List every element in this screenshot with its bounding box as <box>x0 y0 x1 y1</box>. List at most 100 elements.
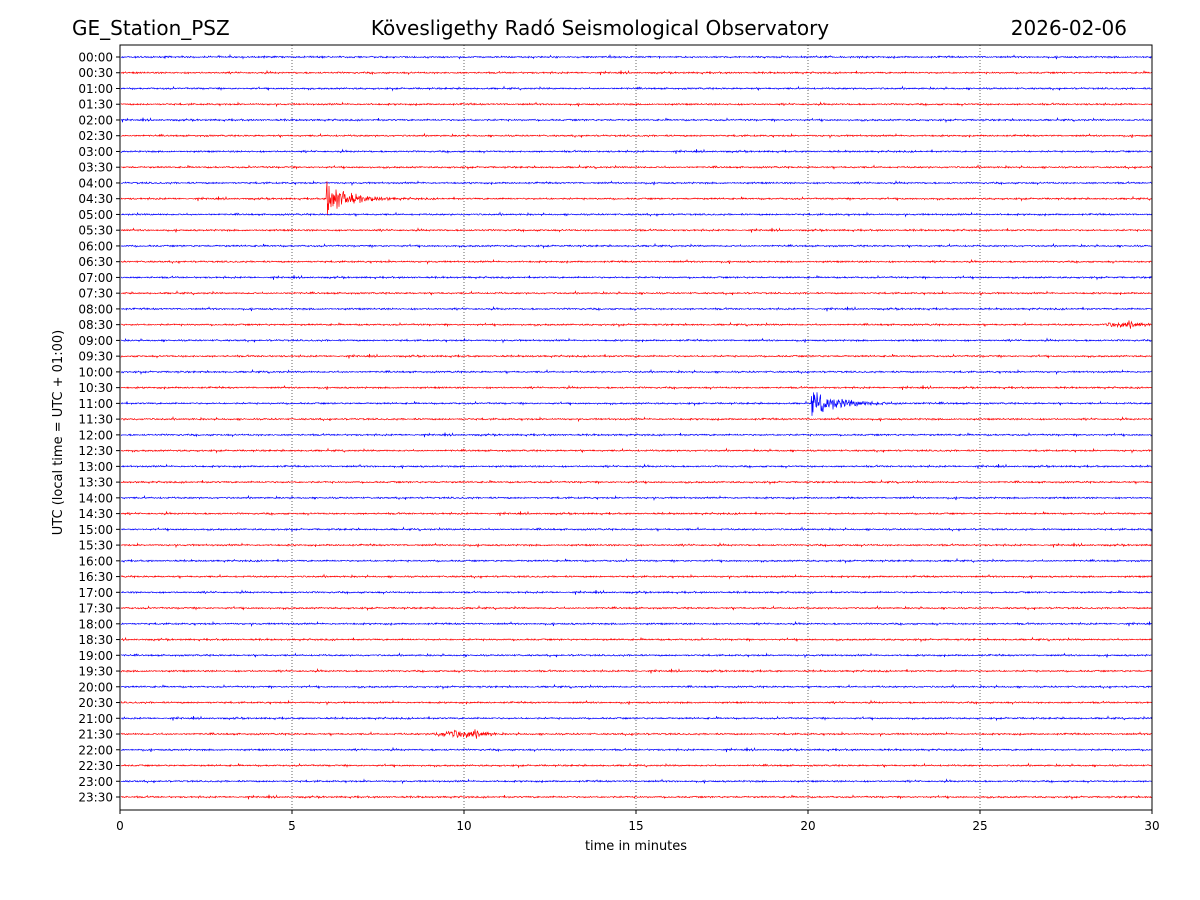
trace-1130 <box>120 416 1153 423</box>
station-title: GE_Station_PSZ <box>72 16 230 40</box>
trace-2130 <box>120 729 1153 739</box>
trace-2000 <box>120 683 1153 690</box>
trace-0030 <box>120 69 1153 76</box>
y-tick-label: 11:30 <box>78 413 113 427</box>
y-tick-label: 19:00 <box>78 649 113 663</box>
y-tick-label: 00:30 <box>78 66 113 80</box>
y-tick-label: 03:00 <box>78 145 113 159</box>
y-tick-label: 21:00 <box>78 712 113 726</box>
y-tick-label: 18:30 <box>78 633 113 647</box>
y-tick-label: 12:30 <box>78 444 113 458</box>
y-tick-label: 08:00 <box>78 302 113 316</box>
y-tick-label: 16:30 <box>78 570 113 584</box>
y-tick-label: 03:30 <box>78 161 113 175</box>
y-tick-label: 12:00 <box>78 428 113 442</box>
trace-1230 <box>120 447 1153 454</box>
x-tick-label: 20 <box>800 819 815 833</box>
y-tick-label: 07:30 <box>78 287 113 301</box>
y-tick-label: 10:00 <box>78 365 113 379</box>
trace-1100 <box>120 392 1153 416</box>
y-tick-label: 02:30 <box>78 129 113 143</box>
y-tick-label: 11:00 <box>78 397 113 411</box>
trace-0130 <box>120 101 1153 108</box>
y-tick-label: 06:00 <box>78 239 113 253</box>
y-tick-label: 10:30 <box>78 381 113 395</box>
trace-0500 <box>120 211 1153 218</box>
trace-1930 <box>120 668 1153 674</box>
y-tick-label: 17:00 <box>78 586 113 600</box>
y-tick-label: 20:30 <box>78 696 113 710</box>
y-tick-label: 18:00 <box>78 617 113 631</box>
y-tick-label: 04:00 <box>78 176 113 190</box>
trace-1530 <box>120 542 1153 549</box>
trace-2100 <box>120 715 1153 722</box>
trace-1730 <box>120 604 1153 612</box>
y-tick-label: 20:00 <box>78 680 113 694</box>
y-tick-label: 00:00 <box>78 51 113 65</box>
trace-0730 <box>120 290 1153 297</box>
y-tick-label: 14:00 <box>78 491 113 505</box>
trace-2300 <box>120 778 1153 785</box>
y-tick-label: 05:30 <box>78 224 113 238</box>
y-tick-label: 02:00 <box>78 113 113 127</box>
trace-0700 <box>120 274 1153 281</box>
trace-2330 <box>120 794 1153 801</box>
trace-1630 <box>120 573 1153 580</box>
y-tick-label: 13:00 <box>78 460 113 474</box>
y-tick-label: 13:30 <box>78 476 113 490</box>
y-tick-label: 22:00 <box>78 743 113 757</box>
y-tick-label: 21:30 <box>78 728 113 742</box>
trace-0300 <box>120 148 1153 154</box>
trace-0900 <box>120 337 1153 344</box>
y-tick-label: 22:30 <box>78 759 113 773</box>
y-tick-label: 23:30 <box>78 791 113 805</box>
trace-1000 <box>120 368 1153 376</box>
trace-0930 <box>120 353 1153 359</box>
y-tick-label: 08:30 <box>78 318 113 332</box>
trace-1830 <box>120 636 1153 643</box>
trace-0430 <box>120 181 1153 216</box>
x-tick-label: 25 <box>972 819 987 833</box>
trace-1330 <box>120 479 1153 486</box>
x-tick-label: 5 <box>288 819 296 833</box>
y-tick-label: 19:30 <box>78 665 113 679</box>
trace-1030 <box>120 384 1153 391</box>
trace-0000 <box>120 53 1153 60</box>
trace-0200 <box>120 116 1153 124</box>
y-tick-label: 16:00 <box>78 554 113 568</box>
y-tick-label: 01:00 <box>78 82 113 96</box>
y-tick-label: 23:00 <box>78 775 113 789</box>
y-tick-label: 07:00 <box>78 271 113 285</box>
grid-lines <box>291 45 981 810</box>
y-tick-label: 15:00 <box>78 523 113 537</box>
trace-1400 <box>120 494 1153 502</box>
y-tick-label: 04:30 <box>78 192 113 206</box>
x-axis: 0 5 10 15 20 25 30 <box>116 810 1160 833</box>
trace-0330 <box>120 164 1153 171</box>
trace-0100 <box>120 85 1153 92</box>
y-tick-label: 09:30 <box>78 350 113 364</box>
trace-0630 <box>120 258 1153 265</box>
trace-2230 <box>120 762 1153 769</box>
trace-0230 <box>120 132 1153 139</box>
trace-1700 <box>120 589 1153 595</box>
y-tick-label: 17:30 <box>78 602 113 616</box>
trace-2200 <box>120 746 1153 753</box>
y-tick-label: 05:00 <box>78 208 113 222</box>
trace-0800 <box>120 305 1153 312</box>
trace-0530 <box>120 227 1153 233</box>
y-axis-label: UTC (local time = UTC + 01:00) <box>51 330 66 535</box>
trace-1430 <box>120 510 1153 517</box>
observatory-title: Kövesligethy Radó Seismological Observat… <box>370 16 830 40</box>
traces <box>120 53 1153 801</box>
trace-1800 <box>120 620 1153 627</box>
y-tick-label: 06:30 <box>78 255 113 269</box>
x-tick-label: 10 <box>456 819 471 833</box>
date-title: 2026-02-06 <box>1010 16 1127 40</box>
x-tick-label: 0 <box>116 819 124 833</box>
y-tick-label: 15:30 <box>78 539 113 553</box>
trace-1500 <box>120 526 1153 533</box>
trace-1600 <box>120 557 1153 564</box>
trace-0600 <box>120 242 1153 250</box>
